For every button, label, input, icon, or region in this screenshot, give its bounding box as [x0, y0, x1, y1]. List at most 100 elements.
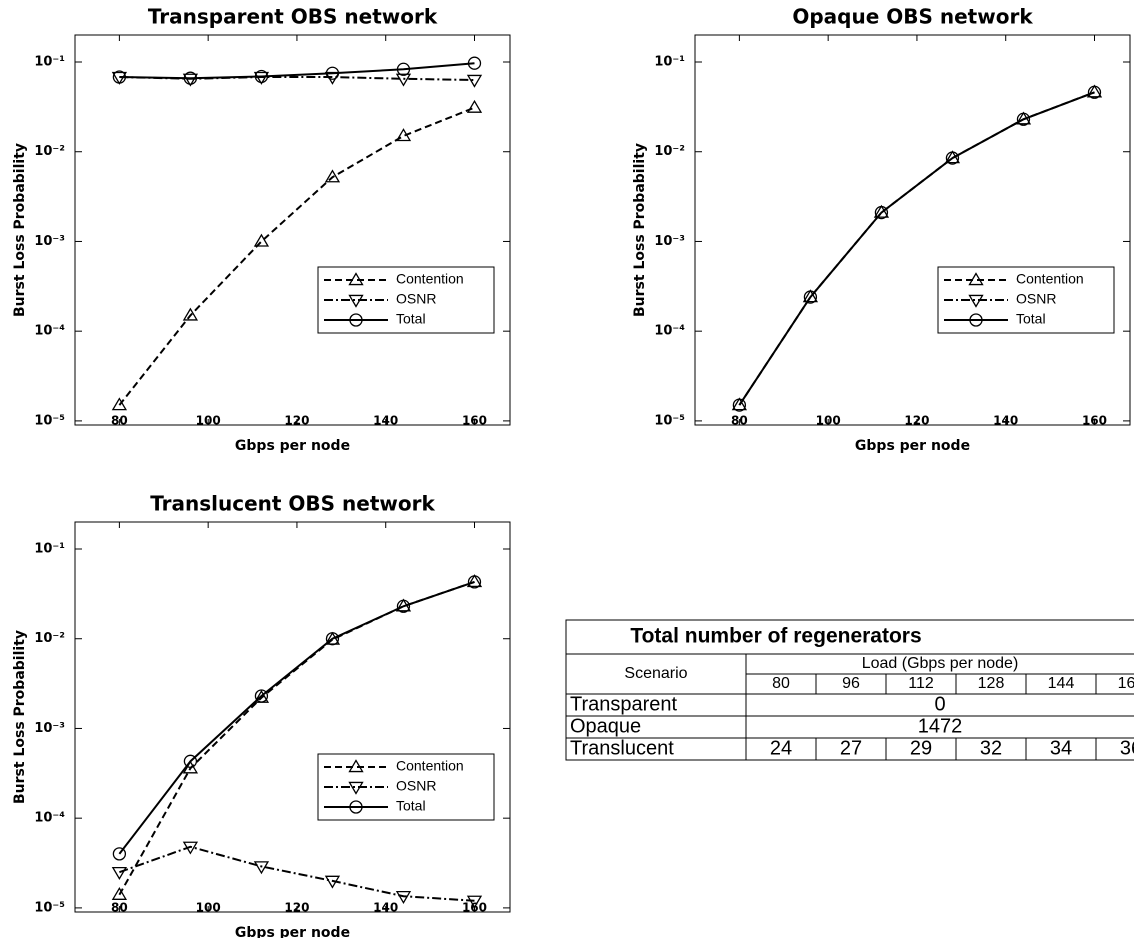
chart: Translucent OBS network Gbps per node Burs…	[12, 492, 511, 938]
y-tick-label: 10⁻⁴	[654, 324, 685, 339]
plot-frame	[74, 521, 511, 913]
table: Total number of regenerators Scenario Load…	[565, 619, 1134, 761]
cell-text: 80	[772, 675, 790, 692]
cell-text: 27	[840, 737, 862, 759]
legend-label: Total	[396, 798, 426, 814]
y-tick-label: 10⁻⁴	[34, 811, 65, 826]
cell-text: 144	[1048, 675, 1075, 692]
marker	[395, 891, 412, 904]
legend-marker	[349, 800, 363, 814]
cell-text: Scenario	[624, 665, 687, 682]
marker	[182, 841, 199, 855]
chart-title: Translucent OBS network	[150, 492, 435, 516]
cell-text: Transparent	[570, 693, 678, 715]
legend-marker	[968, 272, 984, 286]
marker	[325, 632, 340, 646]
marker	[873, 204, 890, 218]
chart-title: Opaque OBS network	[792, 5, 1033, 29]
y-tick-label: 10⁻⁵	[34, 900, 65, 915]
legend-marker	[348, 759, 364, 773]
marker	[183, 71, 198, 85]
x-tick-label: 120	[284, 901, 309, 915]
y-tick-label: 10⁻³	[34, 721, 65, 736]
chart: Opaque OBS network Gbps per node Burst Los…	[632, 5, 1131, 454]
marker	[467, 56, 482, 70]
marker	[183, 754, 198, 768]
x-axis-label: Gbps per node	[235, 438, 350, 454]
legend-marker	[349, 313, 363, 327]
marker	[467, 575, 482, 589]
legend-marker	[348, 294, 364, 308]
marker	[1087, 85, 1102, 99]
table-cell	[565, 619, 1134, 655]
cell-text: Translucent	[570, 737, 674, 759]
table-cell	[1095, 737, 1134, 761]
x-tick-label: 80	[731, 414, 748, 428]
x-tick-label: 120	[284, 414, 309, 428]
legend-marker	[969, 313, 983, 327]
marker	[396, 599, 411, 613]
marker	[802, 289, 819, 303]
marker	[324, 631, 341, 645]
cell-text: 160	[1118, 675, 1134, 692]
legend-label: OSNR	[1016, 291, 1056, 307]
marker	[466, 99, 483, 113]
cell-text: 24	[770, 737, 792, 759]
marker	[396, 62, 411, 76]
legend-label: Contention	[396, 271, 464, 287]
y-tick-label: 10⁻²	[34, 144, 65, 159]
marker	[395, 128, 412, 142]
marker	[466, 574, 483, 588]
marker	[803, 290, 818, 304]
marker	[254, 69, 269, 84]
x-tick-label: 80	[111, 414, 128, 428]
legend-label: Contention	[1016, 271, 1084, 287]
marker	[731, 397, 748, 411]
marker	[111, 397, 128, 411]
x-tick-label: 100	[196, 901, 221, 915]
cell-text: 112	[908, 675, 934, 692]
marker	[112, 70, 127, 84]
table-cell	[565, 653, 747, 695]
marker	[182, 73, 199, 87]
x-tick-label: 100	[816, 414, 841, 428]
y-tick-label: 10⁻³	[34, 234, 65, 249]
cell-text: Load (Gbps per node)	[862, 655, 1019, 672]
x-axis-label: Gbps per node	[235, 925, 350, 938]
series-line	[738, 91, 1095, 406]
marker	[466, 74, 483, 88]
y-tick-label: 10⁻¹	[34, 55, 65, 70]
chart: Transparent OBS network Gbps per node Burs…	[12, 5, 511, 454]
y-tick-label: 10⁻⁵	[34, 413, 65, 428]
legend-marker	[968, 294, 984, 308]
legend-label: OSNR	[396, 778, 436, 794]
marker	[1016, 112, 1031, 126]
y-tick-label: 10⁻²	[654, 144, 685, 159]
y-tick-label: 10⁻³	[654, 234, 685, 249]
series-line	[738, 91, 1095, 406]
marker	[325, 66, 340, 80]
y-tick-label: 10⁻⁵	[654, 413, 685, 428]
x-tick-label: 140	[373, 901, 398, 915]
marker	[324, 875, 341, 889]
cell-text: 32	[980, 737, 1002, 759]
series-line	[119, 62, 475, 80]
series-line	[118, 580, 475, 855]
marker	[732, 398, 747, 412]
marker	[324, 169, 341, 183]
marker	[945, 151, 960, 165]
cell-text: 0	[934, 693, 945, 715]
y-tick-label: 10⁻⁴	[34, 324, 65, 339]
marker	[874, 205, 889, 220]
x-tick-label: 120	[904, 414, 929, 428]
x-axis-label: Gbps per node	[855, 438, 970, 454]
cell-text: 29	[910, 737, 932, 759]
marker	[253, 71, 270, 85]
cell-text: 1472	[918, 715, 963, 737]
series-line	[118, 106, 475, 406]
legend-label: OSNR	[396, 291, 436, 307]
plot-frame	[74, 34, 511, 426]
marker	[253, 233, 270, 247]
marker	[253, 861, 270, 875]
